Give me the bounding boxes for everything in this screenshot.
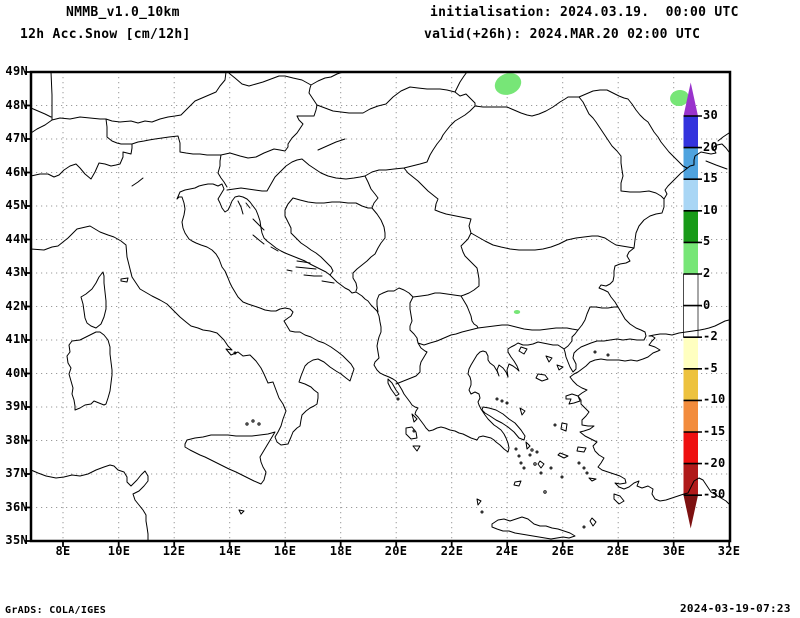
- colorbar-tick-label: 30: [703, 108, 719, 122]
- colorbar-segment: [683, 400, 698, 432]
- colorbar-tick-label: -30: [703, 487, 726, 501]
- lon-label: 26E: [551, 544, 575, 558]
- colorbar-tick-label: 15: [703, 171, 719, 185]
- colorbar-segment: [683, 273, 699, 306]
- coastline-turkey-aegean-mediterranean: [569, 376, 730, 505]
- lat-label: 47N: [5, 131, 28, 145]
- colorbar-arrow-bottom: [683, 495, 698, 529]
- graticule-gridlines: [31, 72, 730, 541]
- lat-label: 49N: [5, 64, 28, 78]
- colorbar-segment: [683, 463, 698, 496]
- colorbar-tick-label: 5: [703, 234, 711, 248]
- grads-attribution: GrADS: COLA/IGES: [5, 605, 107, 616]
- product-title: 12h Acc.Snow [cm/12h]: [20, 27, 191, 42]
- generation-timestamp: 2024-03-19-07:23: [680, 602, 791, 615]
- colorbar-tick-label: -15: [703, 424, 726, 438]
- lon-label: 22E: [440, 544, 464, 558]
- lat-label: 39N: [5, 399, 28, 413]
- lat-label: 43N: [5, 265, 28, 279]
- colorbar-tick-label: 0: [703, 298, 711, 312]
- snow-patch: [494, 73, 522, 95]
- colorbar-segment: [683, 337, 698, 369]
- coastline-turkey-marmara-blacksea: [569, 319, 730, 378]
- lon-label: 12E: [162, 544, 186, 558]
- borders-romania-moldova-ukraine: [474, 89, 688, 200]
- lat-label: 46N: [5, 165, 28, 179]
- lon-label: 20E: [384, 544, 408, 558]
- islands: [66, 200, 625, 540]
- colorbar-arrow-top: [683, 82, 698, 116]
- coastline-europe-main: [30, 143, 730, 453]
- lon-label: 24E: [495, 544, 519, 558]
- lon-label: 10E: [107, 544, 131, 558]
- lon-label: 16E: [273, 544, 297, 558]
- lon-label: 8E: [55, 544, 71, 558]
- colorbar-tick-label: -2: [703, 329, 719, 343]
- snow-patch: [513, 310, 521, 314]
- init-time-label: initialisation: 2024.03.19. 00:00 UTC: [430, 5, 739, 20]
- colorbar-segment: [683, 242, 698, 274]
- lon-label: 18E: [329, 544, 353, 558]
- snow-patch: [670, 89, 689, 107]
- lon-label: 30E: [662, 544, 686, 558]
- colorbar: [683, 82, 702, 529]
- colorbar-segment: [683, 147, 698, 180]
- axis-ticks: [25, 71, 731, 547]
- coastline-north-africa: [30, 464, 149, 542]
- colorbar-segment: [683, 368, 698, 401]
- country-borders: [30, 71, 688, 385]
- lat-label: 36N: [5, 500, 28, 514]
- lat-label: 37N: [5, 466, 28, 480]
- lon-label: 32E: [717, 544, 741, 558]
- model-title: NMMB_v1.0_10km: [66, 5, 180, 20]
- colorbar-tick-label: 10: [703, 203, 719, 217]
- borders-alps-central-europe: [30, 71, 476, 188]
- lon-label: 28E: [606, 544, 630, 558]
- lat-label: 41N: [5, 332, 28, 346]
- colorbar-segment: [683, 432, 698, 464]
- colorbar-tick-label: 2: [703, 266, 711, 280]
- lat-label: 42N: [5, 299, 28, 313]
- snow-shaded-areas: [494, 73, 689, 314]
- colorbar-segment: [683, 116, 698, 148]
- lat-label: 35N: [5, 533, 28, 547]
- borders-balkans: [226, 105, 635, 385]
- colorbar-segment: [683, 210, 698, 243]
- colorbar-segment: [683, 179, 698, 211]
- colorbar-tick-label: -10: [703, 392, 726, 406]
- colorbar-level-ticks: [683, 115, 702, 497]
- colorbar-tick-label: 20: [703, 140, 719, 154]
- lat-label: 44N: [5, 232, 28, 246]
- colorbar-tick-label: -5: [703, 361, 719, 375]
- colorbar-tick-label: -20: [703, 456, 726, 470]
- valid-time-label: valid(+26h): 2024.MAR.20 02:00 UTC: [424, 27, 701, 42]
- islet-dots: [233, 350, 610, 529]
- lon-label: 14E: [218, 544, 242, 558]
- coastlines: [30, 132, 730, 542]
- lat-label: 38N: [5, 433, 28, 447]
- coastline-ukraine-spits: [705, 132, 730, 170]
- lat-label: 45N: [5, 198, 28, 212]
- lat-label: 40N: [5, 366, 28, 380]
- lat-label: 48N: [5, 98, 28, 112]
